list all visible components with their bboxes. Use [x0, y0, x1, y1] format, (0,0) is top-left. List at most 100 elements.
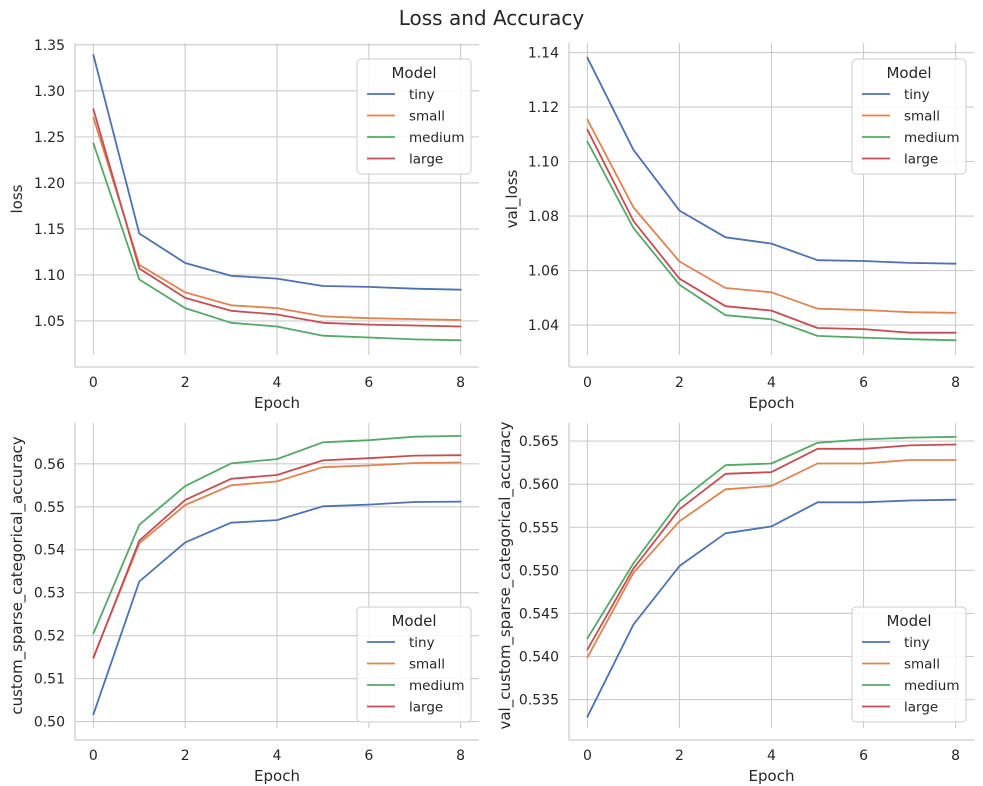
- x-tick-label: 6: [364, 748, 373, 764]
- x-tick-label: 4: [767, 375, 776, 391]
- y-tick-label: 0.545: [519, 606, 559, 622]
- y-tick-label: 0.550: [519, 563, 559, 579]
- y-tick-label: 0.535: [519, 693, 559, 709]
- y-tick-label: 1.15: [34, 222, 65, 238]
- x-tick-label: 4: [273, 375, 282, 391]
- legend-label-small: small: [409, 657, 445, 673]
- y-tick-label: 0.54: [34, 543, 65, 559]
- x-tick-label: 8: [456, 748, 465, 764]
- series-line-tiny: [92, 54, 462, 291]
- chart-panel-3: 0 2 4 6 8 0.50 0.51 0.52 0.53 0.54 0.55 0.56 Epoch cu…: [8, 423, 479, 785]
- x-tick-label: 8: [456, 375, 465, 391]
- figure-title: Loss and Accuracy: [398, 6, 585, 30]
- x-tick-label: 2: [675, 375, 684, 391]
- series-line-medium: [586, 435, 957, 640]
- legend-box: [851, 58, 967, 175]
- x-tick-label: 0: [89, 375, 98, 391]
- y-axis-label: val_loss: [503, 169, 522, 228]
- legend-label-small: small: [904, 109, 940, 125]
- y-tick-label: 0.565: [519, 434, 559, 450]
- series-line-large: [586, 128, 957, 334]
- legend-label-small: small: [409, 109, 445, 125]
- chart-panel-1: 0 2 4 6 8 1.05 1.10 1.15 1.20 1.25 1.30 1.35 Epoch lo…: [8, 38, 479, 412]
- y-tick-label: 0.50: [34, 715, 65, 731]
- series-line-medium: [586, 140, 957, 342]
- series-line-small: [92, 116, 462, 321]
- legend-label-large: large: [904, 152, 938, 168]
- series-line-small: [586, 118, 957, 314]
- series-line-tiny: [586, 498, 957, 718]
- x-tick-label: 8: [951, 375, 960, 391]
- y-tick-label: 0.55: [34, 500, 65, 516]
- y-axis-label: loss: [8, 184, 26, 213]
- series-line-medium: [92, 142, 462, 342]
- x-tick-label: 0: [583, 748, 592, 764]
- y-tick-label: 1.10: [528, 155, 559, 171]
- legend-title: Model: [886, 64, 931, 82]
- y-tick-label: 0.53: [34, 586, 65, 602]
- y-tick-label: 1.04: [528, 318, 559, 334]
- legend-label-tiny: tiny: [904, 87, 930, 103]
- y-axis-label: val_custom_sparse_categorical_accuracy: [496, 421, 515, 729]
- x-tick-label: 4: [273, 748, 282, 764]
- series-line-tiny: [92, 500, 462, 716]
- legend: Model tiny small medium large: [356, 58, 472, 175]
- x-axis-label: Epoch: [254, 394, 300, 412]
- x-tick-label: 2: [675, 748, 684, 764]
- series-line-large: [92, 108, 462, 328]
- x-tick-label: 6: [859, 375, 868, 391]
- y-tick-label: 1.10: [34, 268, 65, 284]
- legend: Model tiny small medium large: [851, 58, 967, 175]
- legend: Model tiny small medium large: [356, 606, 472, 723]
- x-tick-label: 2: [181, 748, 190, 764]
- y-tick-label: 1.30: [34, 84, 65, 100]
- legend-label-small: small: [904, 657, 940, 673]
- x-tick-label: 0: [89, 748, 98, 764]
- y-tick-label: 1.05: [34, 314, 65, 330]
- y-tick-label: 0.560: [519, 477, 559, 493]
- x-axis-label: Epoch: [254, 767, 300, 785]
- legend-label-tiny: tiny: [409, 87, 435, 103]
- x-tick-label: 4: [767, 748, 776, 764]
- y-tick-label: 1.20: [34, 176, 65, 192]
- legend-title: Model: [391, 64, 436, 82]
- legend-label-medium: medium: [904, 678, 959, 694]
- series-line-medium: [92, 434, 462, 635]
- series-line-large: [92, 454, 462, 659]
- y-tick-label: 1.08: [528, 209, 559, 225]
- legend-title: Model: [886, 612, 931, 630]
- x-tick-label: 2: [181, 375, 190, 391]
- legend-label-tiny: tiny: [409, 635, 435, 651]
- y-tick-label: 0.51: [34, 672, 65, 688]
- series-line-small: [92, 461, 462, 658]
- x-tick-label: 6: [364, 375, 373, 391]
- x-axis-label: Epoch: [749, 767, 795, 785]
- x-tick-label: 0: [583, 375, 592, 391]
- legend-box: [356, 606, 472, 723]
- y-axis-label: custom_sparse_categorical_accuracy: [8, 436, 27, 714]
- legend-label-medium: medium: [904, 130, 959, 146]
- x-tick-label: 8: [951, 748, 960, 764]
- y-tick-label: 1.35: [34, 38, 65, 54]
- legend-title: Model: [391, 612, 436, 630]
- legend-label-large: large: [904, 700, 938, 716]
- y-tick-label: 0.56: [34, 457, 65, 473]
- y-tick-label: 1.25: [34, 130, 65, 146]
- legend-label-large: large: [409, 152, 443, 168]
- y-tick-label: 0.540: [519, 649, 559, 665]
- x-tick-label: 6: [859, 748, 868, 764]
- legend-box: [851, 606, 967, 723]
- y-tick-label: 1.12: [528, 100, 559, 116]
- chart-panel-4: 0 2 4 6 8 0.535 0.540 0.545 0.550 0.555 0.560 0.565…: [496, 421, 974, 785]
- y-tick-label: 0.52: [34, 629, 65, 645]
- legend-box: [356, 58, 472, 175]
- chart-panel-2: 0 2 4 6 8 1.04 1.06 1.08 1.10 1.12 1.14 Epoch val_lo…: [503, 43, 974, 412]
- series-line-tiny: [586, 56, 957, 265]
- legend-label-medium: medium: [409, 130, 464, 146]
- y-tick-label: 1.14: [528, 46, 559, 62]
- legend-label-large: large: [409, 700, 443, 716]
- series-line-small: [586, 459, 957, 659]
- y-tick-label: 0.555: [519, 520, 559, 536]
- x-axis-label: Epoch: [749, 394, 795, 412]
